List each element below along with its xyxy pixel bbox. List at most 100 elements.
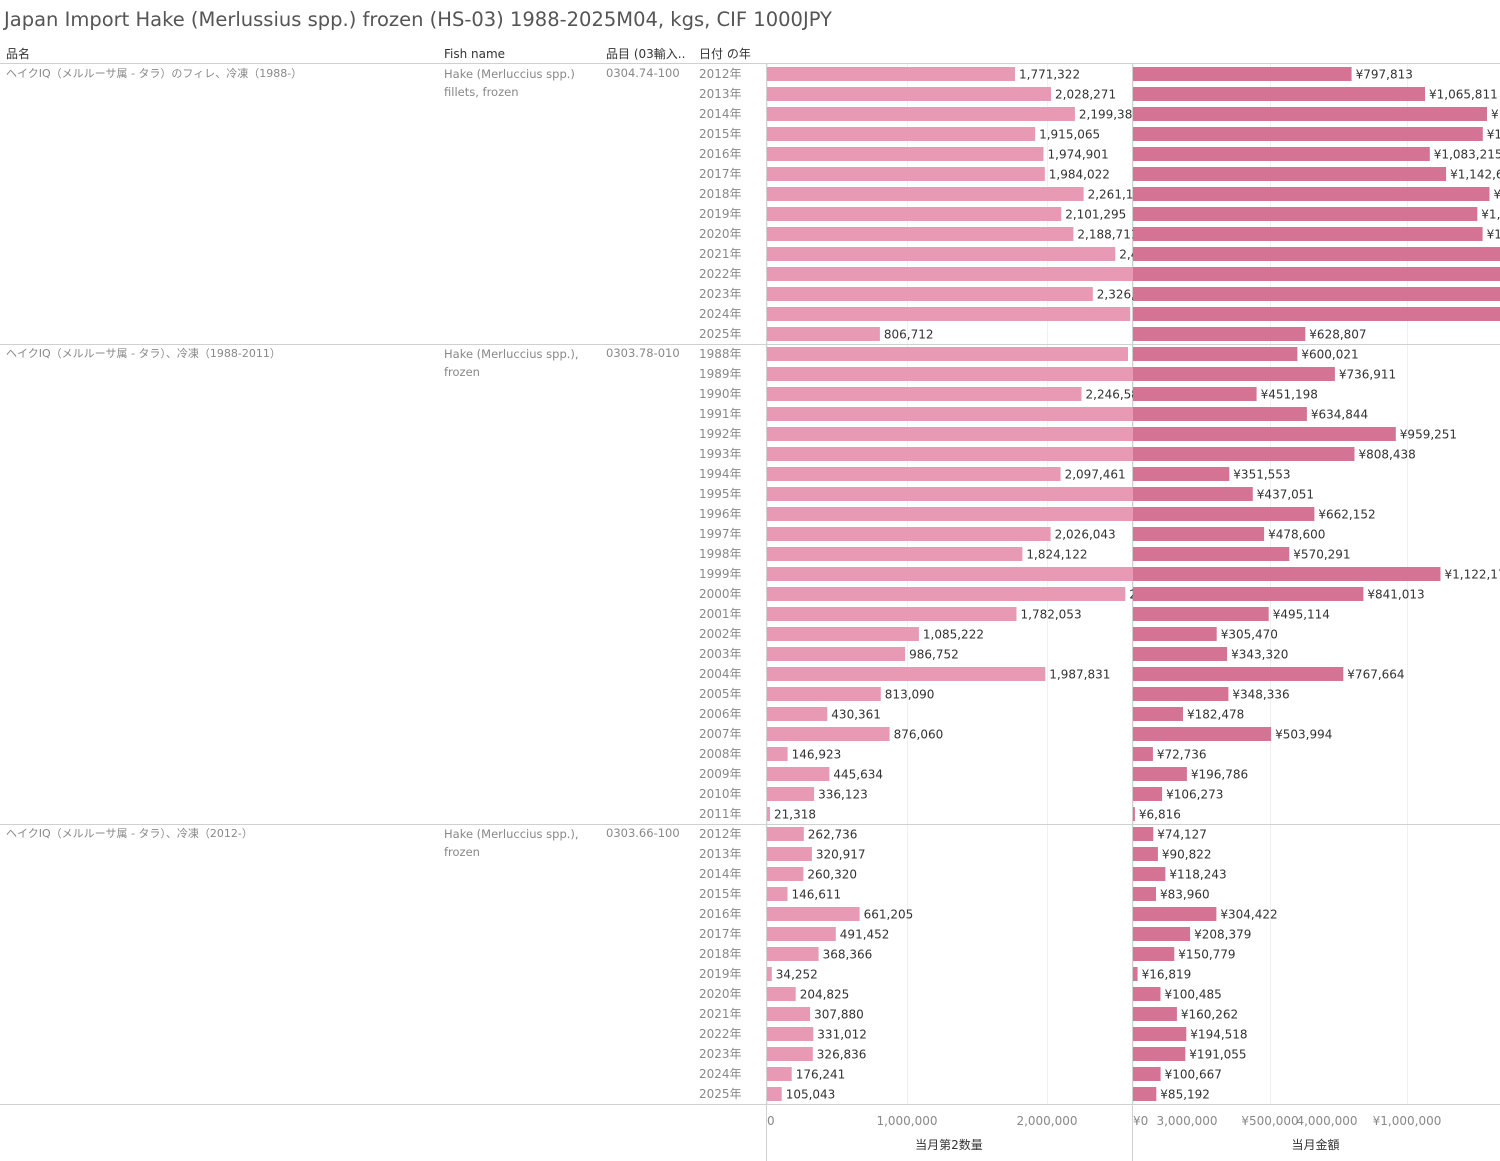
bar[interactable] xyxy=(1133,167,1447,181)
bar[interactable] xyxy=(1133,287,1500,301)
bar[interactable] xyxy=(1133,187,1490,201)
bar[interactable] xyxy=(1133,407,1307,421)
bar[interactable] xyxy=(1133,1047,1186,1061)
bar[interactable] xyxy=(767,887,788,901)
bar[interactable] xyxy=(1133,147,1430,161)
bar[interactable] xyxy=(767,207,1062,221)
bar[interactable] xyxy=(767,987,796,1001)
bar[interactable] xyxy=(767,487,1136,501)
bar[interactable] xyxy=(1133,207,1478,221)
bar[interactable] xyxy=(767,147,1044,161)
bar[interactable] xyxy=(1133,587,1364,601)
bar[interactable] xyxy=(767,467,1061,481)
bar[interactable] xyxy=(1133,247,1500,261)
column-header-item-code[interactable]: 品目 (03輸入.. xyxy=(606,47,686,61)
bar[interactable] xyxy=(767,187,1084,201)
column-header-item-name[interactable]: 品名 xyxy=(6,47,31,61)
bar[interactable] xyxy=(1133,1007,1177,1021)
bar[interactable] xyxy=(1133,347,1298,361)
bar[interactable] xyxy=(1133,747,1153,761)
bar[interactable] xyxy=(1133,227,1483,241)
bar[interactable] xyxy=(767,567,1250,581)
bar[interactable] xyxy=(767,647,906,661)
bar[interactable] xyxy=(1133,567,1441,581)
bar[interactable] xyxy=(1133,767,1187,781)
bar[interactable] xyxy=(767,727,890,741)
bar[interactable] xyxy=(1133,667,1344,681)
bar[interactable] xyxy=(767,927,836,941)
bar[interactable] xyxy=(767,107,1075,121)
bar[interactable] xyxy=(767,707,828,721)
bar[interactable] xyxy=(767,787,815,801)
bar[interactable] xyxy=(1133,267,1500,281)
bar[interactable] xyxy=(767,967,772,981)
bar[interactable] xyxy=(1133,1087,1157,1101)
bar[interactable] xyxy=(1133,547,1290,561)
bar[interactable] xyxy=(767,767,830,781)
bar[interactable] xyxy=(767,127,1036,141)
bar[interactable] xyxy=(1133,867,1166,881)
bar[interactable] xyxy=(767,307,1131,321)
bar[interactable] xyxy=(1133,787,1163,801)
bar[interactable] xyxy=(1133,947,1175,961)
bar[interactable] xyxy=(1133,127,1483,141)
bar[interactable] xyxy=(1133,707,1183,721)
bar[interactable] xyxy=(767,1007,811,1021)
bar[interactable] xyxy=(767,1087,782,1101)
bar[interactable] xyxy=(767,587,1126,601)
bar[interactable] xyxy=(767,1067,792,1081)
bar[interactable] xyxy=(1133,1027,1187,1041)
bar[interactable] xyxy=(1133,527,1265,541)
bar[interactable] xyxy=(1133,507,1315,521)
bar[interactable] xyxy=(767,1027,814,1041)
bar[interactable] xyxy=(767,387,1082,401)
bar[interactable] xyxy=(1133,67,1352,81)
bar[interactable] xyxy=(767,227,1074,241)
bar[interactable] xyxy=(767,447,1215,461)
bar[interactable] xyxy=(1133,967,1138,981)
bar[interactable] xyxy=(767,627,919,641)
bar[interactable] xyxy=(767,407,1231,421)
bar[interactable] xyxy=(767,747,788,761)
bar[interactable] xyxy=(767,247,1116,261)
bar[interactable] xyxy=(1133,627,1217,641)
bar[interactable] xyxy=(767,667,1046,681)
bar[interactable] xyxy=(767,167,1045,181)
bar[interactable] xyxy=(767,367,1228,381)
bar[interactable] xyxy=(1133,647,1228,661)
bar[interactable] xyxy=(1133,807,1135,821)
bar[interactable] xyxy=(1133,987,1161,1001)
bar[interactable] xyxy=(1133,487,1253,501)
bar[interactable] xyxy=(1133,927,1191,941)
bar[interactable] xyxy=(767,807,770,821)
bar[interactable] xyxy=(767,867,804,881)
column-header-fish-name[interactable]: Fish name xyxy=(444,47,506,61)
bar[interactable] xyxy=(767,87,1051,101)
bar[interactable] xyxy=(767,847,812,861)
bar[interactable] xyxy=(767,947,819,961)
bar[interactable] xyxy=(767,607,1017,621)
bar[interactable] xyxy=(767,67,1015,81)
bar[interactable] xyxy=(767,907,860,921)
bar[interactable] xyxy=(1133,727,1272,741)
bar[interactable] xyxy=(1133,367,1335,381)
bar[interactable] xyxy=(1133,87,1425,101)
bar[interactable] xyxy=(767,327,880,341)
bar[interactable] xyxy=(1133,307,1500,321)
bar[interactable] xyxy=(1133,387,1257,401)
bar[interactable] xyxy=(767,507,1157,521)
bar[interactable] xyxy=(1133,1067,1161,1081)
bar[interactable] xyxy=(1133,827,1154,841)
bar[interactable] xyxy=(767,267,1135,281)
bar[interactable] xyxy=(767,827,804,841)
bar[interactable] xyxy=(1133,467,1230,481)
bar[interactable] xyxy=(1133,327,1306,341)
bar[interactable] xyxy=(1133,427,1396,441)
bar[interactable] xyxy=(767,547,1023,561)
bar[interactable] xyxy=(1133,607,1269,621)
bar[interactable] xyxy=(767,1047,813,1061)
bar[interactable] xyxy=(1133,847,1158,861)
bar[interactable] xyxy=(767,287,1093,301)
bar[interactable] xyxy=(1133,887,1156,901)
bar[interactable] xyxy=(1133,687,1229,701)
